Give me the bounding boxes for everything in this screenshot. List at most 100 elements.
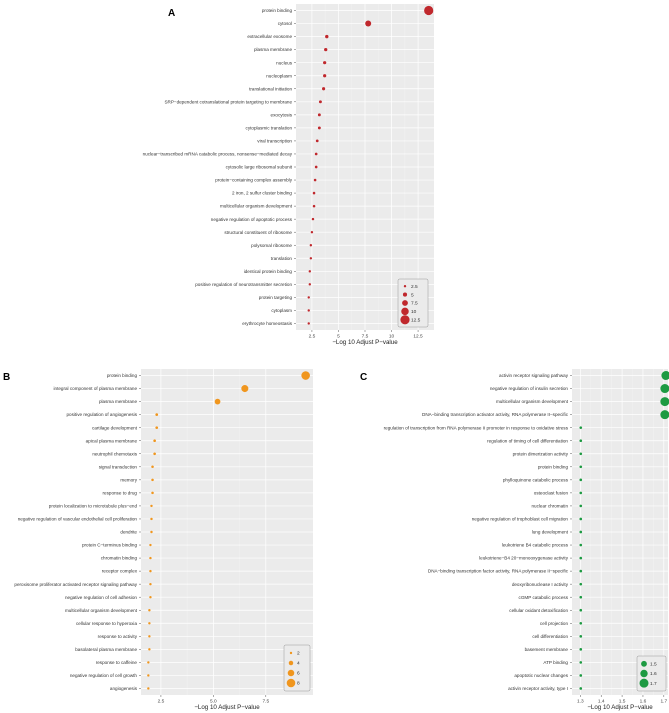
y-tick-label: SRP−dependent cotranslational protein ta… (164, 99, 292, 104)
data-point (149, 596, 152, 599)
size-legend: 2.5 5 7.5 10 12.5 (397, 278, 429, 328)
y-tick-label: leukotriene B4 catabolic process (502, 543, 569, 548)
y-tick-label: cGMP catabolic process (519, 595, 569, 600)
data-point (241, 385, 249, 393)
legend-key (289, 651, 293, 655)
data-point (147, 674, 150, 677)
y-tick-label: protein dimerization activity (513, 451, 569, 456)
y-tick-label: regulation of timing of cell differentia… (487, 438, 568, 443)
panel-label: A (168, 8, 175, 19)
data-point (308, 270, 311, 273)
data-point (151, 491, 154, 495)
y-tick-label: positive regulation of neurotransmitter … (195, 282, 292, 287)
y-tick-label: basolateral plasma membrane (75, 647, 137, 652)
y-tick-label: signal transduction (99, 464, 138, 469)
panel-a: 2.5 5 7.5 10 12.5 protein binding cytosol extra… (143, 4, 434, 346)
y-tick-label: plasma membrane (254, 47, 292, 52)
data-point (148, 648, 151, 651)
data-point (424, 5, 434, 16)
y-tick-label: neutrophil chemotaxis (92, 451, 137, 456)
y-tick-label: negative regulation of cell growth (70, 673, 138, 678)
data-point (311, 217, 315, 221)
data-point (307, 296, 310, 299)
data-point (661, 371, 669, 381)
y-tick-label: protein−containing complex assembly (215, 178, 292, 183)
size-legend: 1.5 1.6 1.7 (636, 655, 667, 692)
y-tick-label: lung development (532, 530, 569, 535)
x-axis-title: −Log 10 Adjust P−value (587, 704, 653, 711)
y-tick-label: extracellular exosome (247, 34, 292, 39)
data-point (317, 126, 321, 130)
y-tick-label: nucleus (276, 60, 293, 65)
y-tick-label: translational initiation (249, 86, 292, 91)
x-tick-label: 1.5 (619, 699, 626, 705)
data-point (317, 113, 321, 117)
data-point (153, 439, 156, 443)
data-point (323, 74, 327, 78)
legend-key (639, 678, 649, 688)
data-point (579, 465, 583, 469)
x-tick-label: 5 (337, 334, 340, 340)
x-tick-label: 1.4 (598, 699, 605, 705)
data-point (148, 622, 151, 625)
legend-key (403, 285, 407, 288)
data-point (149, 582, 152, 586)
y-tick-label: nuclear−transcribed mRNA catabolic proce… (143, 152, 293, 157)
y-tick-label: cytosol (278, 21, 292, 26)
legend-label: 12.5 (411, 318, 421, 324)
legend-key (286, 678, 296, 688)
y-tick-label: cell differentiation (532, 634, 568, 639)
x-tick-label: 2.5 (158, 699, 165, 705)
data-point (325, 34, 329, 39)
panel-b: 2.5 5.0 7.5 protein binding integral compone… (3, 369, 313, 711)
data-point (579, 687, 583, 690)
y-tick-label: negative regulation of insulin secretion (490, 386, 569, 391)
data-point (579, 530, 583, 534)
y-tick-label: response to drug (103, 490, 138, 495)
y-tick-label: nucleoplasm (266, 73, 292, 78)
legend-label: 4 (297, 661, 300, 667)
data-point (147, 687, 150, 690)
y-tick-label: response to activity (98, 634, 138, 639)
legend-label: 1.5 (650, 662, 657, 668)
data-point (151, 465, 154, 469)
data-point (312, 204, 316, 208)
data-point (314, 152, 318, 156)
legend-key (288, 660, 294, 666)
y-tick-label: multicellular organism development (65, 608, 138, 613)
y-tick-label: DNA−binding transcription activator acti… (422, 412, 569, 417)
data-point (579, 478, 583, 482)
y-tick-label: integral component of plasma membrane (54, 386, 138, 391)
y-tick-label: 2 iron, 2 sulfur cluster binding (232, 191, 292, 196)
x-axis-title: −Log 10 Adjust P−value (194, 704, 260, 711)
y-tick-label: activin receptor activity, type I (508, 686, 568, 691)
legend-label: 7.5 (411, 301, 418, 307)
x-tick-label: 7.5 (362, 334, 369, 340)
y-tick-label: cellular response to hyperoxia (76, 621, 137, 626)
y-tick-label: positive regulation of angiogenesis (67, 412, 138, 417)
data-point (579, 595, 583, 599)
y-tick-label: receptor complex (102, 569, 138, 574)
data-point (150, 530, 153, 534)
data-point (309, 244, 313, 247)
x-tick-label: 5.0 (210, 699, 217, 705)
data-point (579, 504, 583, 508)
data-point (579, 491, 583, 495)
data-point (322, 87, 326, 91)
data-point (310, 231, 314, 234)
y-tick-label: negative regulation of trophoblast cell … (472, 517, 569, 522)
y-tick-label: cell projection (540, 621, 569, 626)
y-tick-label: protein binding (538, 464, 569, 469)
y-tick-label: negative regulation of cell adhesion (65, 595, 137, 600)
data-point (307, 309, 310, 312)
x-tick-label: 12.5 (413, 334, 423, 340)
y-tick-label: nuclear chromatin (531, 504, 568, 509)
x-tick-label: 1.7 (660, 699, 667, 705)
data-point (149, 556, 152, 560)
y-tick-label: multicellular organism development (496, 399, 569, 404)
data-point (313, 178, 317, 182)
legend-label: 2.5 (411, 284, 418, 290)
data-point (660, 384, 669, 394)
data-point (579, 648, 583, 651)
